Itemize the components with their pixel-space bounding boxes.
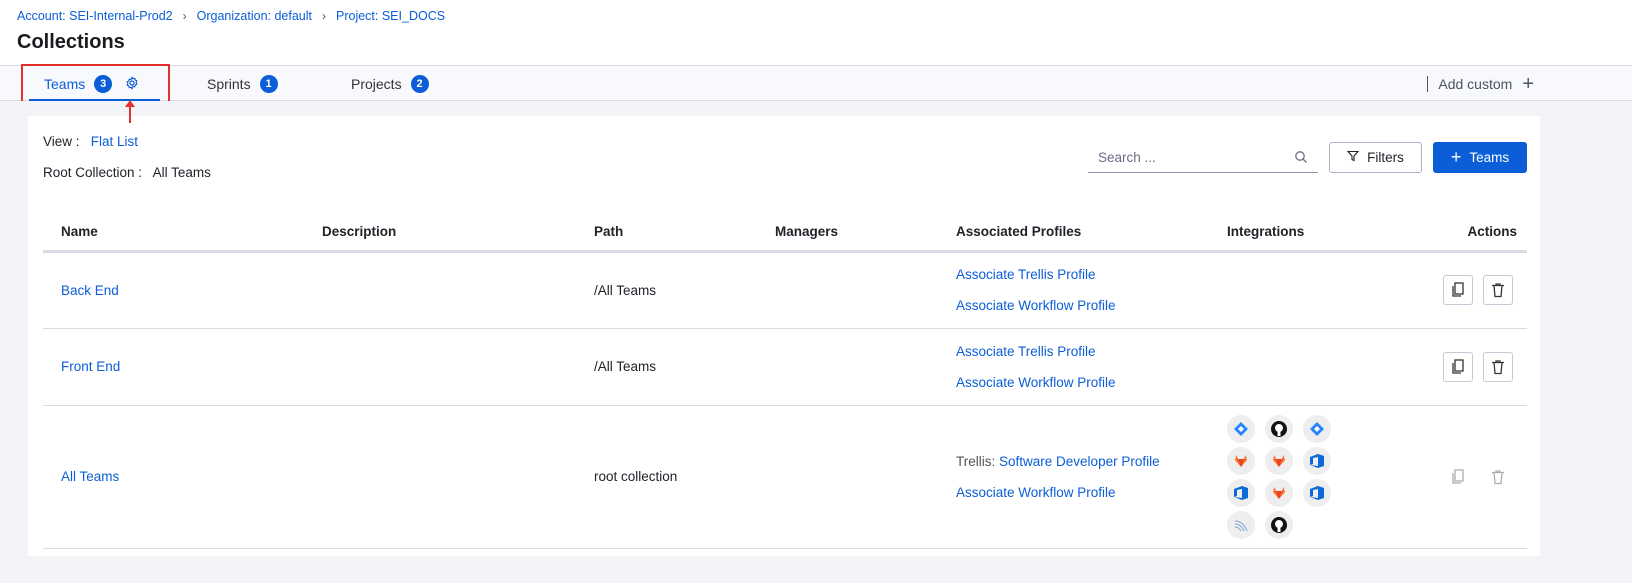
plus-icon: + — [1522, 73, 1534, 95]
associate-workflow-profile-link[interactable]: Associate Workflow Profile — [956, 484, 1116, 500]
content-area: View : Flat List Root Collection : All T… — [0, 101, 1632, 583]
chevron-right-icon: › — [322, 9, 326, 23]
add-team-label: Teams — [1469, 150, 1510, 165]
search-placeholder: Search ... — [1098, 150, 1156, 165]
tab-label: Projects — [351, 76, 402, 92]
breadcrumb-project[interactable]: Project: SEI_DOCS — [336, 9, 446, 23]
tab-teams[interactable]: Teams 3 — [44, 66, 139, 102]
tab-label: Teams — [44, 76, 86, 92]
add-custom-button[interactable]: Add custom + — [1427, 66, 1534, 102]
divider — [1427, 76, 1429, 92]
add-custom-label: Add custom — [1438, 76, 1513, 92]
clone-button — [1443, 461, 1473, 492]
jira-icon — [1227, 414, 1255, 443]
column-name[interactable]: Name — [43, 214, 304, 253]
column-description: Description — [304, 214, 576, 253]
trellis-label: Trellis: — [956, 453, 996, 469]
count-badge: 2 — [410, 75, 429, 93]
collection-name-link[interactable]: Back End — [61, 282, 119, 298]
trellis-profile-link[interactable]: Software Developer Profile — [999, 453, 1160, 469]
filter-icon — [1346, 150, 1360, 165]
breadcrumb-organization[interactable]: Organization: default — [196, 9, 312, 23]
delete-button[interactable] — [1483, 275, 1513, 305]
associate-trellis-profile-link[interactable]: Associate Trellis Profile — [956, 267, 1096, 282]
gear-icon[interactable] — [125, 75, 139, 93]
gitlab-icon — [1265, 478, 1293, 507]
filters-button[interactable]: Filters — [1329, 142, 1422, 173]
collection-name-link[interactable]: All Teams — [61, 469, 120, 484]
filters-label: Filters — [1367, 150, 1404, 165]
annotation-arrow — [129, 103, 131, 123]
github-icon — [1265, 414, 1293, 443]
table-row: All Teams root collection Trellis: Softw… — [43, 405, 1527, 549]
chevron-right-icon: › — [182, 9, 187, 23]
table-row: Front End /All Teams Associate Trellis P… — [43, 328, 1527, 406]
column-associated-profiles: Associated Profiles — [938, 214, 1209, 253]
harness-icon — [1227, 510, 1255, 539]
column-path: Path — [576, 214, 757, 253]
collection-name-link[interactable]: Front End — [61, 359, 121, 374]
delete-button — [1483, 461, 1513, 492]
clone-button[interactable] — [1443, 275, 1473, 305]
view-row: View : Flat List — [43, 134, 138, 149]
collections-table: Name Description Path Managers Associate… — [43, 214, 1527, 549]
azure-devops-icon — [1303, 446, 1331, 475]
github-icon — [1265, 510, 1293, 539]
tab-label: Sprints — [207, 76, 251, 92]
azure-devops-icon — [1227, 478, 1255, 507]
associate-workflow-profile-link[interactable]: Associate Workflow Profile — [956, 374, 1116, 390]
column-integrations: Integrations — [1209, 214, 1399, 253]
associate-workflow-profile-link[interactable]: Associate Workflow Profile — [956, 298, 1116, 313]
associate-trellis-profile-link[interactable]: Associate Trellis Profile — [956, 343, 1096, 359]
tab-sprints[interactable]: Sprints 1 — [207, 66, 278, 102]
table-row: Back End /All Teams Associate Trellis Pr… — [43, 251, 1527, 329]
page-title: Collections — [17, 31, 125, 53]
tab-projects[interactable]: Projects 2 — [351, 66, 429, 102]
breadcrumb: Account: SEI-Internal-Prod2 › Organizatio… — [17, 9, 445, 23]
tab-bar: Teams 3 Sprints 1 Projects 2 Add custom … — [0, 65, 1632, 101]
delete-button[interactable] — [1483, 351, 1513, 382]
table-header: Name Description Path Managers Associate… — [43, 214, 1527, 253]
add-team-button[interactable]: + Teams — [1433, 142, 1527, 173]
count-badge: 1 — [259, 75, 278, 93]
count-badge: 3 — [94, 75, 113, 93]
azure-devops-icon — [1303, 478, 1331, 507]
gitlab-icon — [1227, 446, 1255, 475]
view-label: View : — [43, 134, 80, 149]
column-actions: Actions — [1399, 214, 1527, 253]
collection-path: root collection — [576, 405, 757, 549]
breadcrumb-account[interactable]: Account: SEI-Internal-Prod2 — [17, 9, 173, 23]
search-icon — [1294, 150, 1308, 167]
collections-card: View : Flat List Root Collection : All T… — [28, 116, 1540, 556]
root-label: Root Collection : — [43, 165, 143, 180]
active-tab-indicator — [29, 99, 160, 101]
collection-path: /All Teams — [576, 251, 757, 329]
root-value: All Teams — [152, 165, 211, 180]
column-managers: Managers — [757, 214, 938, 253]
integrations-list — [1227, 406, 1399, 548]
collection-path: /All Teams — [576, 328, 757, 406]
clone-button[interactable] — [1443, 351, 1473, 382]
search-input[interactable]: Search ... — [1088, 143, 1318, 173]
plus-icon: + — [1450, 147, 1462, 167]
jira-icon — [1303, 414, 1331, 443]
root-collection-row: Root Collection : All Teams — [43, 165, 211, 180]
view-flat-list-link[interactable]: Flat List — [90, 134, 139, 149]
gitlab-icon — [1265, 446, 1293, 475]
